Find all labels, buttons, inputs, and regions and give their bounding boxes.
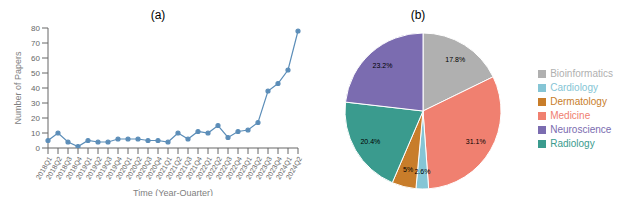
svg-text:40: 40 bbox=[31, 84, 40, 93]
svg-text:2022Q1: 2022Q1 bbox=[194, 155, 214, 181]
svg-text:2018Q4: 2018Q4 bbox=[64, 155, 84, 181]
html-text:Neuroscience: Neuroscience bbox=[550, 124, 612, 135]
svg-text:20.4%: 20.4% bbox=[360, 138, 380, 145]
svg-text:2023Q1: 2023Q1 bbox=[234, 155, 254, 181]
svg-text:2021Q2: 2021Q2 bbox=[164, 155, 184, 181]
svg-text:2019Q4: 2019Q4 bbox=[104, 155, 124, 181]
svg-text:60: 60 bbox=[31, 54, 40, 63]
html-text:(a): (a) bbox=[150, 8, 166, 22]
svg-text:2018Q2: 2018Q2 bbox=[44, 155, 64, 181]
svg-text:2021Q4: 2021Q4 bbox=[184, 155, 204, 181]
html-text:Cardiology: Cardiology bbox=[550, 82, 598, 93]
html-text:(b): (b) bbox=[410, 8, 426, 22]
svg-text:5%: 5% bbox=[403, 166, 413, 173]
svg-text:30: 30 bbox=[31, 99, 40, 108]
svg-text:2023Q3: 2023Q3 bbox=[254, 155, 274, 181]
html-text:Radiology: Radiology bbox=[550, 138, 595, 149]
svg-text:2018Q3: 2018Q3 bbox=[54, 155, 74, 181]
svg-text:0: 0 bbox=[36, 144, 41, 153]
svg-text:2018Q1: 2018Q1 bbox=[34, 155, 54, 181]
svg-text:2.6%: 2.6% bbox=[414, 168, 430, 175]
svg-text:2020Q1: 2020Q1 bbox=[114, 155, 134, 181]
svg-text:50: 50 bbox=[31, 69, 40, 78]
svg-text:2021Q3: 2021Q3 bbox=[174, 155, 194, 181]
svg-text:2019Q2: 2019Q2 bbox=[84, 155, 104, 181]
html-text:Dermatology: Dermatology bbox=[550, 96, 607, 107]
svg-text:Time (Year-Quarter): Time (Year-Quarter) bbox=[133, 188, 213, 196]
svg-text:2020Q4: 2020Q4 bbox=[144, 155, 164, 181]
svg-text:2024Q2: 2024Q2 bbox=[285, 155, 304, 181]
svg-text:Number of Papers: Number of Papers bbox=[13, 51, 23, 125]
svg-text:20: 20 bbox=[31, 114, 40, 123]
svg-text:2019Q1: 2019Q1 bbox=[74, 155, 94, 181]
svg-text:80: 80 bbox=[31, 24, 40, 33]
svg-text:31.1%: 31.1% bbox=[466, 138, 486, 145]
svg-text:70: 70 bbox=[31, 39, 40, 48]
svg-text:2023Q2: 2023Q2 bbox=[244, 155, 264, 181]
svg-text:2020Q2: 2020Q2 bbox=[124, 155, 144, 181]
svg-text:10: 10 bbox=[31, 129, 40, 138]
svg-text:2023Q4: 2023Q4 bbox=[264, 155, 284, 181]
svg-text:2022Q2: 2022Q2 bbox=[204, 155, 224, 181]
svg-text:2024Q1: 2024Q1 bbox=[274, 155, 294, 181]
html-text:Bioinformatics: Bioinformatics bbox=[550, 68, 613, 79]
svg-text:23.2%: 23.2% bbox=[373, 62, 393, 69]
svg-text:2020Q3: 2020Q3 bbox=[134, 155, 154, 181]
svg-text:17.8%: 17.8% bbox=[445, 56, 465, 63]
html-text:Medicine: Medicine bbox=[550, 110, 591, 121]
svg-text:2021Q1: 2021Q1 bbox=[154, 155, 174, 181]
svg-text:2022Q3: 2022Q3 bbox=[214, 155, 234, 181]
svg-text:2019Q3: 2019Q3 bbox=[94, 155, 114, 181]
svg-text:2022Q4: 2022Q4 bbox=[224, 155, 244, 181]
